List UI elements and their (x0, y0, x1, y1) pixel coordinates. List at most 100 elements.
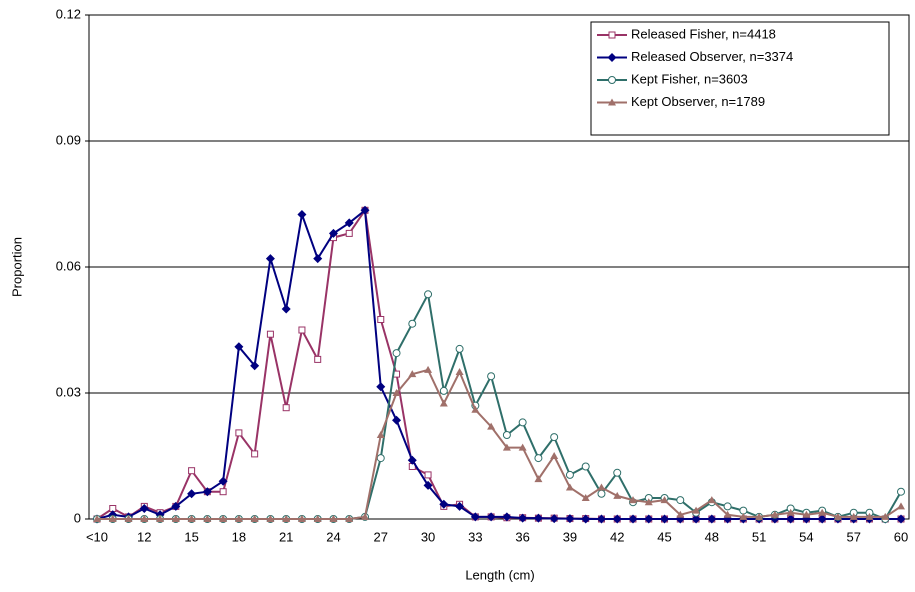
x-tick-label: 36 (515, 529, 529, 544)
marker (581, 494, 590, 501)
marker (187, 489, 197, 499)
legend-label: Kept Fisher, n=3603 (631, 71, 748, 86)
marker (660, 496, 669, 504)
x-tick-label: 51 (752, 529, 766, 544)
x-tick-label: 45 (657, 529, 671, 544)
marker (628, 514, 638, 524)
marker (692, 506, 701, 514)
marker (124, 515, 133, 522)
marker (392, 389, 401, 396)
marker (392, 349, 401, 358)
marker (266, 515, 275, 522)
marker (188, 467, 196, 475)
marker (345, 229, 353, 237)
series-line (97, 368, 902, 520)
marker (486, 512, 496, 522)
marker (487, 372, 496, 381)
marker (282, 515, 291, 522)
marker (202, 487, 212, 497)
marker (139, 504, 149, 513)
marker (897, 502, 905, 510)
marker (502, 443, 511, 451)
marker (266, 330, 274, 338)
marker (550, 452, 559, 459)
marker (439, 386, 448, 395)
legend-marker (608, 98, 616, 106)
marker (865, 512, 874, 520)
marker (707, 496, 716, 504)
marker (218, 476, 228, 486)
marker (408, 370, 417, 378)
x-tick-label: 21 (279, 529, 293, 544)
marker (723, 502, 732, 511)
marker (93, 515, 101, 522)
marker (471, 405, 480, 413)
marker (455, 344, 464, 353)
marker (534, 454, 543, 463)
marker (392, 415, 402, 425)
x-tick-label: 48 (705, 529, 719, 544)
marker (596, 514, 606, 524)
y-tick-label: 0.09 (56, 132, 81, 147)
x-tick-label: 30 (421, 529, 435, 544)
marker (407, 455, 417, 465)
marker (345, 515, 354, 522)
marker (518, 513, 528, 523)
x-tick-label: 33 (468, 529, 482, 544)
marker (140, 515, 149, 522)
marker (581, 462, 590, 471)
marker (298, 326, 306, 334)
marker (550, 433, 559, 442)
marker (281, 304, 291, 314)
marker (251, 450, 259, 458)
marker (408, 319, 417, 328)
marker (424, 365, 433, 373)
y-tick-label: 0.12 (56, 6, 81, 21)
marker (329, 515, 338, 522)
marker (565, 514, 575, 524)
marker (786, 514, 796, 524)
marker (676, 510, 685, 518)
marker (235, 429, 243, 437)
marker (613, 468, 622, 477)
marker (171, 515, 180, 522)
marker (360, 205, 370, 215)
marker (676, 496, 685, 505)
x-tick-label: 12 (137, 529, 151, 544)
marker (376, 454, 385, 463)
legend-box (590, 21, 890, 136)
marker (171, 501, 181, 511)
marker (581, 514, 591, 524)
marker (755, 512, 764, 520)
marker (250, 515, 259, 522)
marker (565, 470, 574, 479)
marker (802, 510, 811, 518)
marker (565, 483, 574, 491)
legend-label: Released Fisher, n=4418 (631, 26, 776, 41)
legend-marker (608, 76, 616, 84)
marker (313, 515, 322, 522)
y-tick-label: 0 (74, 510, 81, 525)
x-tick-label: 18 (232, 529, 246, 544)
marker (534, 475, 543, 483)
marker (786, 508, 795, 516)
x-axis-label: Length (cm) (465, 567, 534, 582)
marker (297, 210, 307, 219)
marker (897, 487, 905, 496)
marker (376, 431, 385, 438)
x-tick-label: 54 (799, 529, 813, 544)
marker (817, 514, 827, 524)
marker (219, 515, 228, 522)
marker (282, 404, 290, 412)
marker (502, 512, 512, 522)
marker (156, 515, 165, 522)
marker (376, 382, 386, 392)
marker (849, 512, 858, 520)
marker (518, 443, 527, 451)
marker (187, 515, 196, 522)
x-tick-label: 27 (374, 529, 388, 544)
marker (770, 510, 779, 518)
marker (613, 491, 622, 499)
marker (833, 512, 842, 520)
